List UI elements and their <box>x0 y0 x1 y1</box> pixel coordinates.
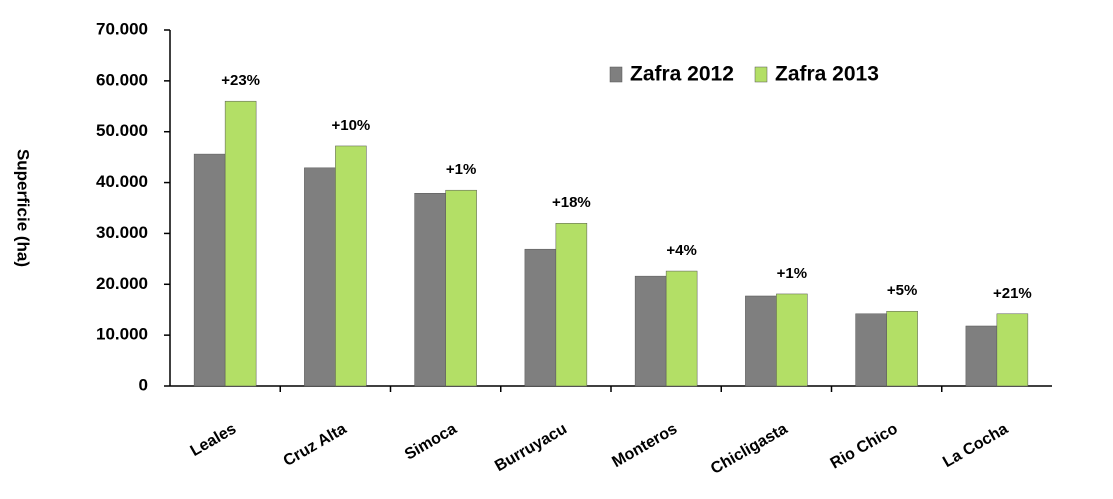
bar <box>555 223 588 387</box>
bar <box>414 193 446 387</box>
bar <box>965 325 998 387</box>
y-tick-label: 60.000 <box>96 70 148 89</box>
y-tick-label: 50.000 <box>96 121 148 140</box>
legend-label: Zafra 2013 <box>775 63 879 86</box>
bar <box>996 313 1029 387</box>
legend-swatch <box>609 66 623 83</box>
x-tick-label: Rio Chico <box>828 420 901 472</box>
bar <box>524 248 557 387</box>
annotation: +21% <box>993 285 1032 302</box>
x-tick-label: Cruz Alta <box>281 420 350 470</box>
annotation: +1% <box>446 161 476 178</box>
x-tick-label: La Cocha <box>940 420 1011 471</box>
x-tick-label: Monteros <box>609 420 680 471</box>
legend-swatch <box>754 66 768 83</box>
annotation: +4% <box>666 242 696 259</box>
y-tick-label: 70.000 <box>96 19 148 38</box>
y-tick-label: 0 <box>139 375 148 394</box>
bar <box>304 167 336 387</box>
bar <box>335 145 367 387</box>
y-axis-label: Superficie (ha) <box>14 149 33 267</box>
bar <box>745 295 777 387</box>
bar <box>886 310 918 387</box>
x-tick-label: Leales <box>188 420 240 460</box>
bar <box>193 153 226 387</box>
annotation: +18% <box>552 194 591 211</box>
x-tick-label: Simoca <box>402 420 460 463</box>
y-tick-label: 30.000 <box>96 223 148 242</box>
y-tick-label: 40.000 <box>96 172 148 191</box>
annotation: +23% <box>221 72 260 89</box>
annotation: +10% <box>331 117 370 134</box>
bar <box>776 293 808 387</box>
annotation: +5% <box>887 282 917 299</box>
bar <box>224 100 257 387</box>
bar <box>634 275 667 387</box>
y-tick-label: 20.000 <box>96 274 148 293</box>
bar <box>665 270 698 387</box>
x-tick-label: Chicligasta <box>708 420 791 477</box>
annotation: +1% <box>777 265 807 282</box>
y-tick-label: 10.000 <box>96 325 148 344</box>
x-tick-label: Burruyacu <box>492 420 570 475</box>
bar <box>855 313 887 387</box>
legend-label: Zafra 2012 <box>630 63 734 86</box>
bar <box>445 189 477 387</box>
